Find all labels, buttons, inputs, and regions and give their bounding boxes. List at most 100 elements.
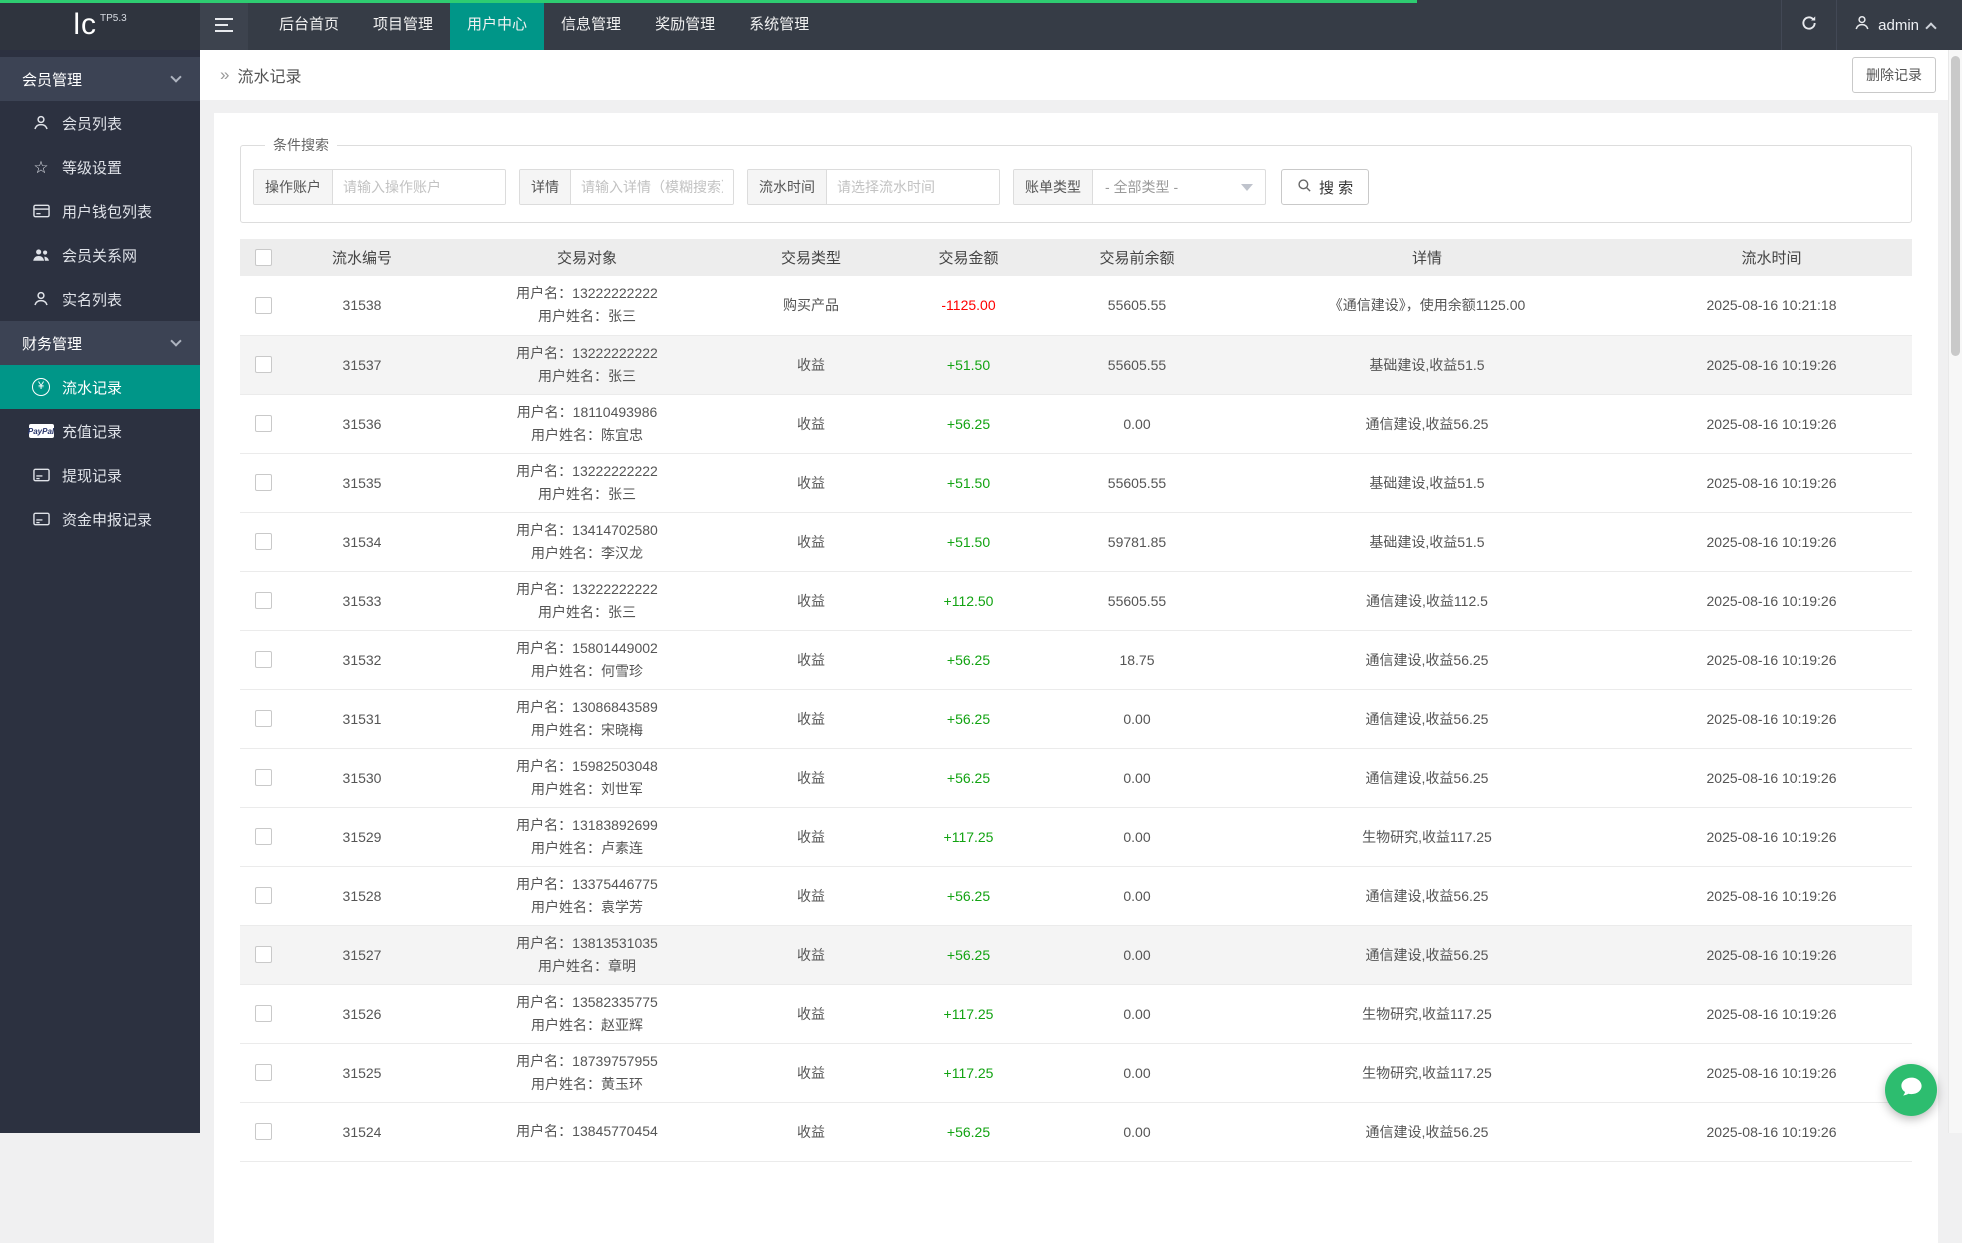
chat-float-button[interactable] (1885, 1064, 1937, 1116)
menu-toggle-icon[interactable] (200, 0, 248, 50)
top-nav-item[interactable]: 后台首页 (279, 16, 340, 33)
cell-balance-before: 55605.55 (1051, 335, 1223, 395)
sidebar-group-header[interactable]: 财务管理 (0, 321, 200, 365)
row-checkbox[interactable] (254, 1123, 272, 1141)
user-menu[interactable]: admin (1837, 0, 1952, 50)
top-nav-item[interactable]: 奖励管理 (655, 16, 716, 33)
top-nav-item[interactable]: 系统管理 (749, 16, 810, 33)
delete-records-button[interactable]: 删除记录 (1852, 57, 1936, 93)
row-checkbox[interactable] (254, 297, 272, 315)
sidebar-item[interactable]: 会员列表 (0, 101, 200, 145)
cell-flow-id: 31532 (286, 630, 438, 690)
column-header: 交易对象 (438, 239, 736, 276)
cell-trade-target: 用户名：13414702580 用户姓名：李汉龙 (438, 512, 736, 572)
column-header: 交易金额 (886, 239, 1051, 276)
chevron-up-icon (1925, 21, 1937, 34)
table-row: 31527 用户名：13813531035 用户姓名：章明 收益 +56.25 0.00 通… (240, 925, 1912, 985)
cell-detail: 《通信建设》，使用余额1125.00 (1223, 276, 1631, 336)
realname-line: 用户姓名：卢素连 (531, 839, 643, 856)
cell-flow-time: 2025-08-16 10:19:26 (1631, 866, 1912, 926)
filter-account-input[interactable] (333, 170, 505, 204)
cell-trade-type: 收益 (736, 1102, 886, 1162)
app-logo[interactable]: lc TP5.3 (0, 0, 200, 50)
row-checkbox[interactable] (254, 946, 272, 964)
main-content: » 流水记录 删除记录 条件搜索 操作账户 详情 流水时间 账 (200, 50, 1962, 1243)
cell-trade-target: 用户名：15982503048 用户姓名：刘世军 (438, 748, 736, 808)
cell-trade-type: 收益 (736, 571, 886, 631)
realname-line: 用户姓名：宋晓梅 (531, 721, 643, 738)
cell-flow-time: 2025-08-16 10:19:26 (1631, 925, 1912, 985)
cell-flow-id: 31533 (286, 571, 438, 631)
row-checkbox[interactable] (254, 769, 272, 787)
row-checkbox[interactable] (254, 533, 272, 551)
users-icon (30, 248, 52, 262)
cell-trade-target: 用户名：18110493986 用户姓名：陈宜忠 (438, 394, 736, 454)
cell-detail: 通信建设,收益56.25 (1223, 689, 1631, 749)
row-checkbox[interactable] (254, 651, 272, 669)
username-line: 用户名：18110493986 (516, 403, 658, 420)
cell-trade-amount: +117.25 (886, 984, 1051, 1044)
cell-flow-time: 2025-08-16 10:19:26 (1631, 630, 1912, 690)
realname-line: 用户姓名：赵亚辉 (531, 1016, 643, 1033)
sidebar-item-label: 会员列表 (62, 115, 123, 133)
top-nav-item[interactable]: 项目管理 (373, 16, 434, 33)
realname-line: 用户姓名：黄玉环 (531, 1075, 643, 1092)
row-checkbox[interactable] (254, 828, 272, 846)
sidebar-group-label: 会员管理 (22, 71, 83, 89)
cell-trade-target: 用户名：13222222222 用户姓名：张三 (438, 571, 736, 631)
top-nav-item[interactable]: 信息管理 (561, 16, 622, 33)
top-nav-item[interactable]: 用户中心 (450, 0, 545, 50)
bill-type-select[interactable]: - 全部类型 - (1093, 170, 1265, 204)
username-line: 用户名：13183892699 (516, 816, 658, 833)
row-checkbox[interactable] (254, 1064, 272, 1082)
search-button[interactable]: 搜 索 (1281, 169, 1370, 205)
cell-trade-amount: +117.25 (886, 1043, 1051, 1103)
cell-trade-target: 用户名：13222222222 用户姓名：张三 (438, 453, 736, 513)
row-checkbox[interactable] (254, 415, 272, 433)
top-nav: 后台首页 项目管理 用户中心 信息管理 奖励管理 系统管理 (262, 0, 826, 50)
cell-detail: 通信建设,收益112.5 (1223, 571, 1631, 631)
refresh-button[interactable] (1781, 0, 1838, 50)
filter-time-input[interactable] (827, 170, 999, 204)
cell-flow-time: 2025-08-16 10:19:26 (1631, 748, 1912, 808)
select-all-checkbox[interactable] (254, 249, 272, 267)
row-checkbox[interactable] (254, 356, 272, 374)
page-scrollbar[interactable] (1948, 50, 1962, 1133)
breadcrumb-arrow-icon: » (220, 65, 230, 84)
sidebar-item[interactable]: ☆ 等级设置 (0, 145, 200, 189)
row-checkbox[interactable] (254, 474, 272, 492)
cell-trade-target: 用户名：13813531035 用户姓名：章明 (438, 925, 736, 985)
cell-trade-type: 收益 (736, 335, 886, 395)
sidebar-item[interactable]: PayPal 充值记录 (0, 409, 200, 453)
row-checkbox[interactable] (254, 592, 272, 610)
cell-flow-time: 2025-08-16 10:21:18 (1631, 276, 1912, 336)
cell-trade-type: 收益 (736, 689, 886, 749)
sidebar-item[interactable]: 实名列表 (0, 277, 200, 321)
sidebar-item[interactable]: 会员关系网 (0, 233, 200, 277)
cell-trade-type: 收益 (736, 512, 886, 572)
sidebar-item[interactable]: 流水记录 (0, 365, 200, 409)
sidebar-item-label: 充值记录 (62, 423, 123, 441)
sidebar-item[interactable]: 提现记录 (0, 453, 200, 497)
table-row: 31526 用户名：13582335775 用户姓名：赵亚辉 收益 +117.25 0.0… (240, 984, 1912, 1044)
row-checkbox[interactable] (254, 887, 272, 905)
table-row: 31533 用户名：13222222222 用户姓名：张三 收益 +112.50 5560… (240, 571, 1912, 631)
sidebar-group-header[interactable]: 会员管理 (0, 57, 200, 101)
scrollbar-thumb[interactable] (1951, 56, 1960, 356)
cell-flow-id: 31526 (286, 984, 438, 1044)
sidebar-item[interactable]: 资金申报记录 (0, 497, 200, 541)
filter-detail-input[interactable] (571, 170, 733, 204)
bill-type-selected-value: - 全部类型 - (1105, 179, 1179, 195)
row-checkbox[interactable] (254, 1005, 272, 1023)
row-checkbox[interactable] (254, 710, 272, 728)
cell-trade-target: 用户名：13222222222 用户姓名：张三 (438, 335, 736, 395)
filter-type-group: 账单类型 - 全部类型 - (1013, 169, 1266, 205)
cell-detail: 生物研究,收益117.25 (1223, 984, 1631, 1044)
sidebar-item[interactable]: 用户钱包列表 (0, 189, 200, 233)
cell-balance-before: 0.00 (1051, 689, 1223, 749)
table-row: 31529 用户名：13183892699 用户姓名：卢素连 收益 +117.25 0.0… (240, 807, 1912, 867)
cell-trade-amount: +56.25 (886, 630, 1051, 690)
column-header: 流水编号 (286, 239, 438, 276)
table-row: 31524 用户名：13845770454 收益 +56.25 0.00 通信建设,收益5… (240, 1102, 1912, 1162)
table-row: 31537 用户名：13222222222 用户姓名：张三 收益 +51.50 55605… (240, 335, 1912, 395)
